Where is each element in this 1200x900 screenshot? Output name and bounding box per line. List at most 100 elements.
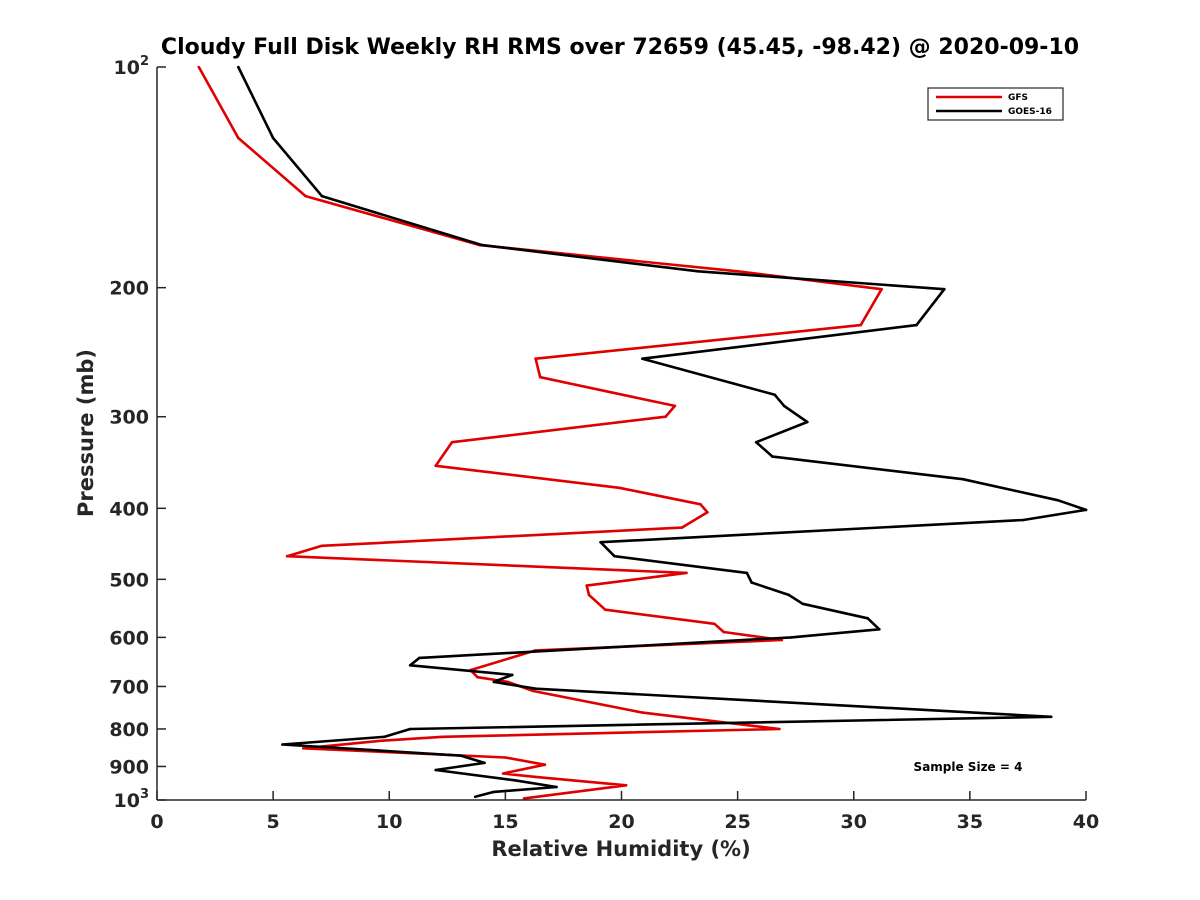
data-point-gfs bbox=[285, 554, 289, 558]
data-point-gfs bbox=[304, 194, 307, 198]
data-point-gfs bbox=[320, 544, 324, 548]
data-point-gfs bbox=[624, 784, 628, 787]
y-tick-label: 600 bbox=[109, 627, 149, 649]
data-point-gfs bbox=[685, 571, 688, 575]
x-tick-label: 35 bbox=[957, 811, 983, 833]
data-point-goes16 bbox=[383, 735, 386, 739]
y-tick-label: 400 bbox=[109, 498, 149, 520]
data-point-goes16 bbox=[480, 243, 484, 247]
data-point-goes16 bbox=[915, 323, 918, 327]
data-point-gfs bbox=[237, 136, 240, 140]
series-layer bbox=[197, 65, 1088, 800]
data-point-goes16 bbox=[434, 768, 438, 772]
data-point-goes16 bbox=[771, 455, 774, 458]
data-point-gfs bbox=[197, 65, 201, 69]
y-tick-label: 200 bbox=[109, 278, 149, 300]
x-tick-label: 5 bbox=[267, 811, 280, 833]
x-tick-label: 15 bbox=[492, 811, 518, 833]
data-point-goes16 bbox=[1084, 508, 1088, 512]
data-point-goes16 bbox=[866, 617, 869, 620]
data-point-gfs bbox=[699, 503, 702, 506]
series-line-goes16 bbox=[237, 66, 1088, 799]
data-point-gfs bbox=[880, 287, 883, 291]
y-tick-label: 103 bbox=[114, 787, 150, 812]
y-tick-exponent: 2 bbox=[140, 54, 149, 69]
data-point-gfs bbox=[617, 486, 621, 490]
data-point-goes16 bbox=[696, 270, 700, 273]
plot-area bbox=[157, 67, 1086, 800]
data-point-gfs bbox=[641, 711, 644, 714]
data-point-goes16 bbox=[613, 554, 616, 558]
data-point-goes16 bbox=[1056, 499, 1060, 502]
data-point-goes16 bbox=[754, 440, 758, 444]
x-tick-label: 25 bbox=[724, 811, 750, 833]
data-point-goes16 bbox=[511, 673, 514, 677]
data-point-goes16 bbox=[408, 664, 412, 667]
data-point-gfs bbox=[534, 775, 537, 779]
data-point-goes16 bbox=[555, 785, 558, 789]
data-point-goes16 bbox=[782, 404, 786, 408]
data-point-gfs bbox=[778, 727, 781, 731]
data-point-gfs bbox=[504, 756, 507, 759]
data-point-goes16 bbox=[483, 761, 486, 765]
chart-title: Cloudy Full Disk Weekly RH RMS over 7265… bbox=[161, 35, 1079, 60]
data-point-gfs bbox=[780, 638, 784, 642]
data-point-goes16 bbox=[745, 571, 749, 575]
data-point-goes16 bbox=[513, 779, 516, 782]
data-point-goes16 bbox=[641, 357, 644, 361]
data-point-goes16 bbox=[459, 754, 463, 757]
data-point-gfs bbox=[476, 675, 479, 679]
y-tick-label: 300 bbox=[109, 407, 149, 429]
data-point-gfs bbox=[736, 270, 739, 273]
data-point-goes16 bbox=[789, 636, 793, 639]
data-point-gfs bbox=[680, 526, 684, 529]
y-tick-label: 700 bbox=[109, 676, 149, 698]
data-point-gfs bbox=[673, 404, 677, 408]
data-point-goes16 bbox=[534, 687, 537, 690]
x-tick-label: 10 bbox=[376, 811, 402, 833]
data-point-goes16 bbox=[281, 743, 284, 746]
data-point-gfs bbox=[587, 593, 591, 597]
data-point-gfs bbox=[603, 608, 607, 611]
data-point-gfs bbox=[722, 630, 725, 634]
data-point-goes16 bbox=[961, 477, 965, 481]
legend: GFS GOES-16 bbox=[927, 87, 1064, 121]
data-point-gfs bbox=[531, 689, 535, 693]
y-tick-label: 500 bbox=[109, 569, 149, 591]
y-tick-exponent: 3 bbox=[140, 787, 149, 802]
x-ticks: 0 5 10 15 20 25 30 35 40 bbox=[150, 791, 1099, 833]
data-point-gfs bbox=[534, 357, 537, 361]
x-tick-label: 0 bbox=[150, 811, 163, 833]
data-point-gfs bbox=[585, 584, 588, 587]
y-axis-title: Pressure (mb) bbox=[74, 349, 98, 517]
data-point-goes16 bbox=[237, 65, 240, 69]
data-point-gfs bbox=[506, 680, 510, 684]
data-point-gfs bbox=[450, 440, 454, 444]
data-point-goes16 bbox=[750, 581, 753, 584]
x-axis-title: Relative Humidity (%) bbox=[491, 837, 750, 861]
data-point-goes16 bbox=[271, 136, 275, 140]
data-point-goes16 bbox=[806, 420, 809, 424]
data-point-goes16 bbox=[492, 790, 496, 794]
data-point-gfs bbox=[522, 797, 526, 800]
data-point-gfs bbox=[381, 739, 384, 742]
y-tick-label: 102 bbox=[114, 54, 150, 79]
data-point-gfs bbox=[538, 375, 542, 379]
data-point-gfs bbox=[434, 464, 438, 468]
legend-box bbox=[927, 87, 1064, 121]
data-point-goes16 bbox=[418, 656, 421, 660]
series-line-gfs bbox=[197, 66, 883, 800]
data-point-goes16 bbox=[801, 602, 804, 606]
data-point-goes16 bbox=[1022, 518, 1025, 522]
data-point-goes16 bbox=[787, 593, 790, 597]
y-tick-base: 10 bbox=[114, 57, 140, 79]
data-point-gfs bbox=[441, 735, 445, 739]
data-point-goes16 bbox=[492, 680, 496, 684]
data-point-gfs bbox=[302, 747, 305, 750]
data-point-goes16 bbox=[773, 393, 777, 397]
data-point-gfs bbox=[706, 511, 709, 514]
data-point-goes16 bbox=[320, 194, 324, 198]
data-point-gfs bbox=[664, 415, 667, 419]
